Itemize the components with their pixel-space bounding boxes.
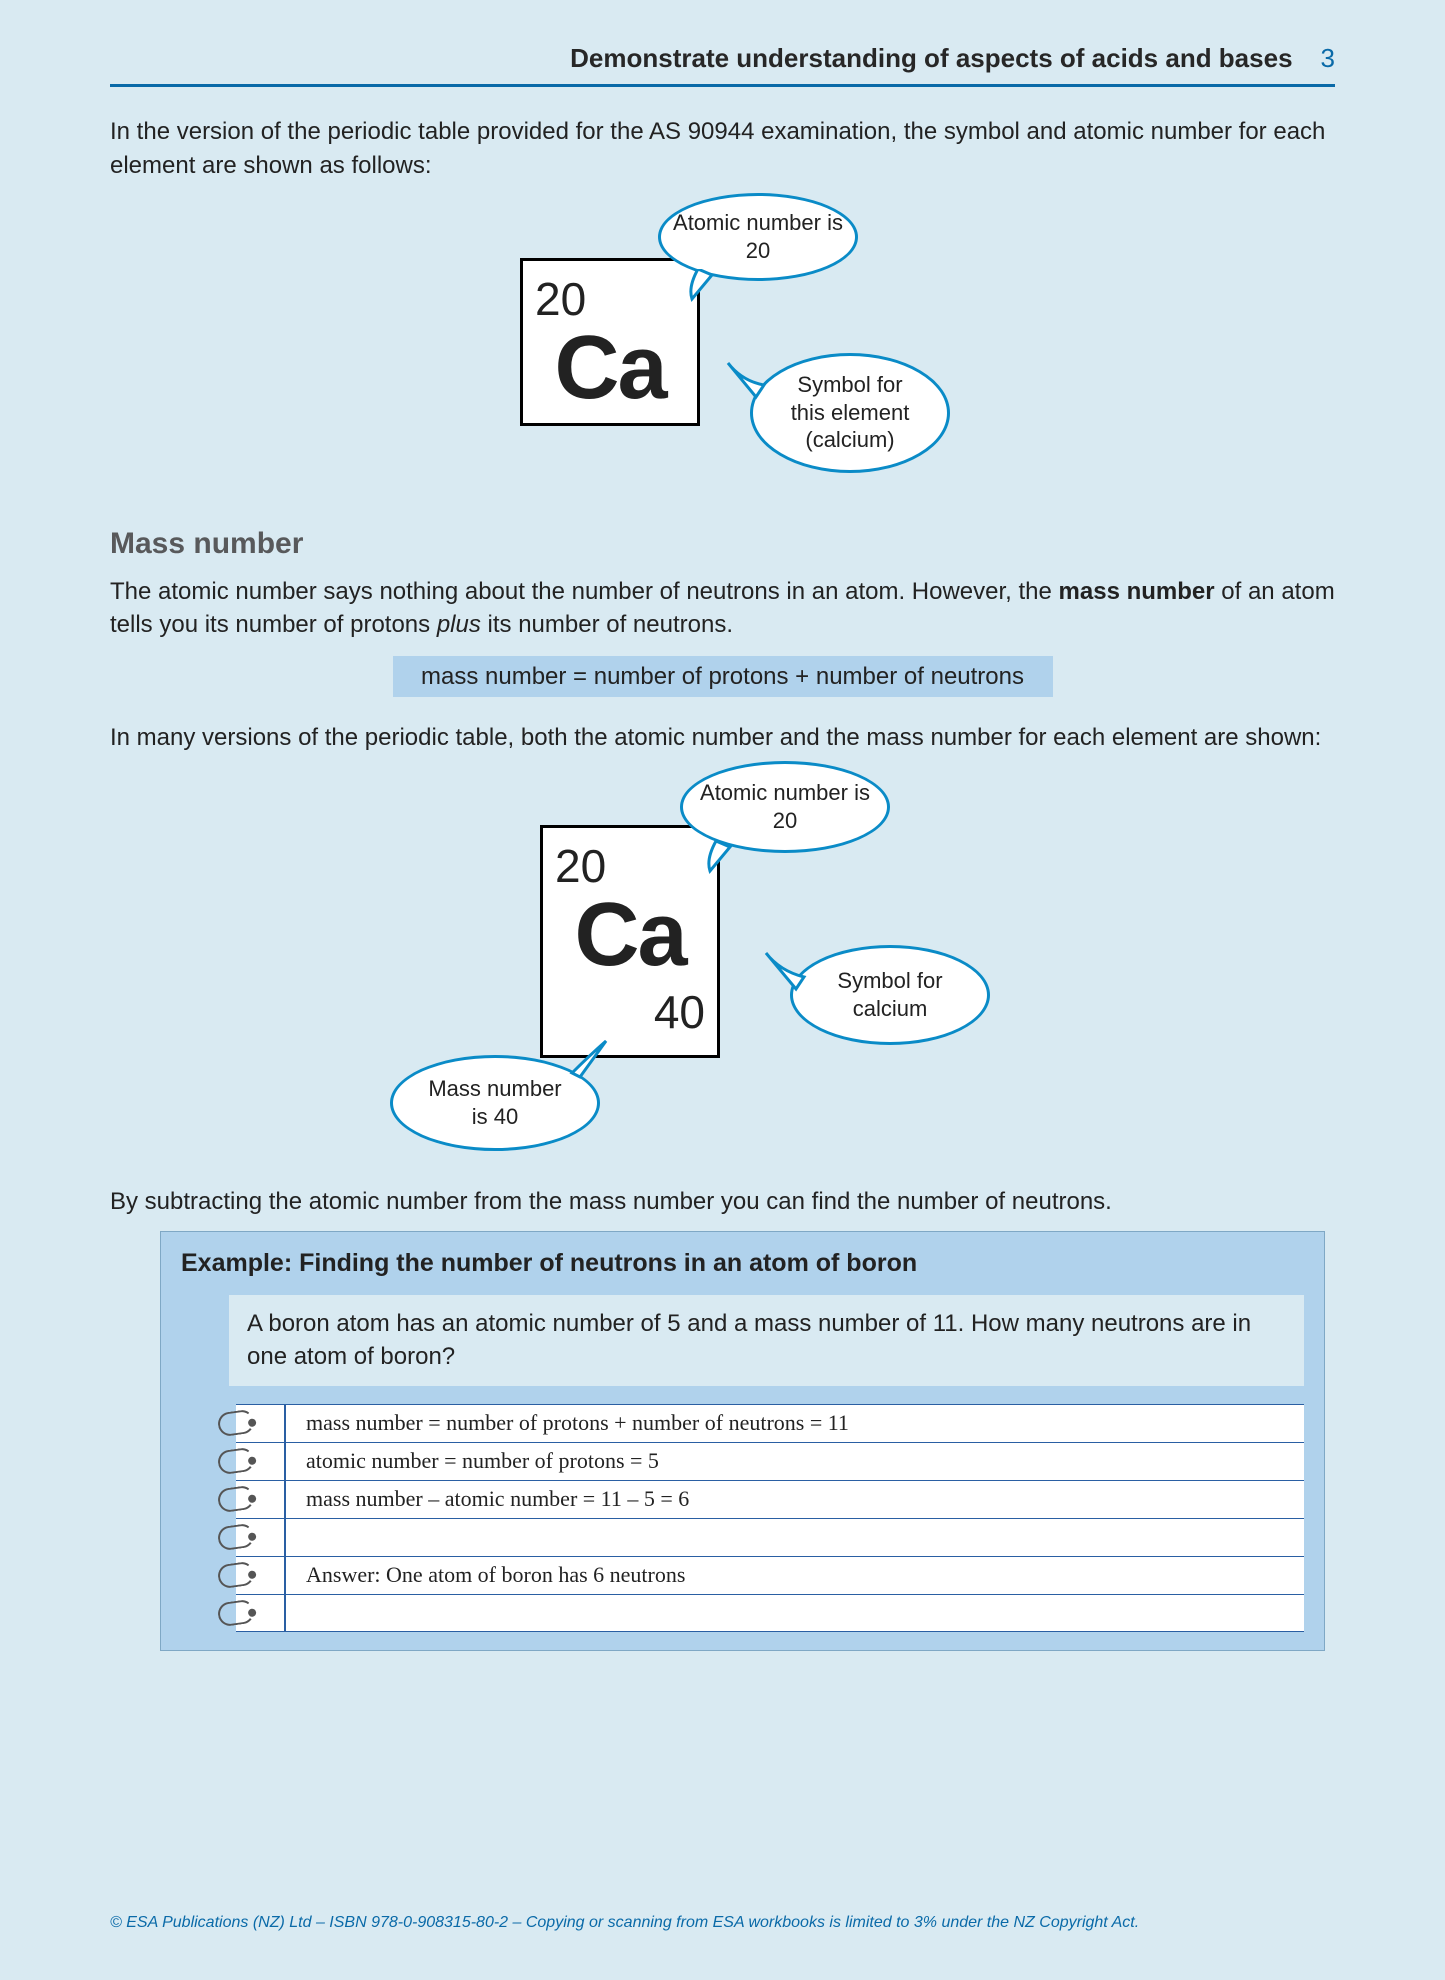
notebook-answer: mass number = number of protons + number… bbox=[236, 1404, 1304, 1632]
callout-line: Mass number bbox=[428, 1076, 561, 1101]
example-title: Example: Finding the number of neutrons … bbox=[181, 1246, 1304, 1281]
notebook-line: Answer: One atom of boron has 6 neutrons bbox=[236, 1556, 1304, 1594]
callout-tail-icon bbox=[762, 949, 808, 995]
text-run: its number of neutrons. bbox=[481, 611, 733, 638]
callout-text: Atomic number is 20 bbox=[671, 209, 845, 264]
callout-tail-icon bbox=[566, 1035, 612, 1081]
element-tile-diagram-1: 20 Ca Atomic number is 20 Symbol for thi… bbox=[110, 193, 1335, 503]
element-tile: 20 Ca 40 bbox=[540, 825, 720, 1058]
spiral-binding-icon bbox=[217, 1560, 256, 1589]
notebook-line: mass number = number of protons + number… bbox=[236, 1404, 1304, 1442]
bold-text: mass number bbox=[1059, 578, 1215, 605]
callout-text: Mass number is 40 bbox=[428, 1075, 561, 1130]
callout-line: Symbol for bbox=[837, 968, 942, 993]
text-run: The atomic number says nothing about the… bbox=[110, 578, 1059, 605]
callout-tail-icon bbox=[688, 269, 728, 309]
spiral-binding-icon bbox=[217, 1408, 256, 1437]
callout-text: Symbol for this element (calcium) bbox=[791, 371, 910, 454]
callout-line: this element bbox=[791, 400, 910, 425]
callout-text: Atomic number is 20 bbox=[693, 779, 877, 834]
spiral-binding-icon bbox=[217, 1484, 256, 1513]
notebook-text: Answer: One atom of boron has 6 neutrons bbox=[306, 1560, 685, 1591]
formula-box: mass number = number of protons + number… bbox=[393, 656, 1053, 698]
notebook-line: mass number – atomic number = 11 – 5 = 6 bbox=[236, 1480, 1304, 1518]
notebook-line bbox=[236, 1594, 1304, 1632]
callout-element-symbol: Symbol for calcium bbox=[790, 945, 990, 1045]
notebook-text: mass number = number of protons + number… bbox=[306, 1408, 849, 1439]
element-symbol: Ca bbox=[555, 890, 705, 980]
both-numbers-paragraph: In many versions of the periodic table, … bbox=[110, 721, 1335, 755]
subtract-paragraph: By subtracting the atomic number from th… bbox=[110, 1185, 1335, 1219]
callout-text: Symbol for calcium bbox=[837, 967, 942, 1022]
callout-atomic-number: Atomic number is 20 bbox=[658, 193, 858, 281]
notebook-text: mass number – atomic number = 11 – 5 = 6 bbox=[306, 1484, 689, 1515]
example-box: Example: Finding the number of neutrons … bbox=[160, 1231, 1325, 1651]
page-header: Demonstrate understanding of aspects of … bbox=[110, 40, 1335, 87]
notebook-text: atomic number = number of protons = 5 bbox=[306, 1446, 659, 1477]
intro-paragraph: In the version of the periodic table pro… bbox=[110, 115, 1335, 182]
callout-line: (calcium) bbox=[805, 427, 894, 452]
example-question: A boron atom has an atomic number of 5 a… bbox=[229, 1295, 1304, 1386]
callout-line: is 40 bbox=[472, 1104, 518, 1129]
element-symbol: Ca bbox=[535, 323, 685, 413]
section-heading-mass-number: Mass number bbox=[110, 523, 1335, 565]
spiral-binding-icon bbox=[217, 1446, 256, 1475]
callout-line: Symbol for bbox=[797, 372, 902, 397]
header-title: Demonstrate understanding of aspects of … bbox=[570, 40, 1292, 76]
element-tile: 20 Ca bbox=[520, 258, 700, 426]
callout-element-symbol: Symbol for this element (calcium) bbox=[750, 353, 950, 473]
italic-text: plus bbox=[437, 611, 481, 638]
callout-tail-icon bbox=[724, 359, 768, 403]
notebook-line: atomic number = number of protons = 5 bbox=[236, 1442, 1304, 1480]
element-tile-diagram-2: 20 Ca 40 Atomic number is 20 Symbol for … bbox=[110, 765, 1335, 1185]
copyright-footer: © ESA Publications (NZ) Ltd – ISBN 978-0… bbox=[110, 1912, 1139, 1934]
callout-tail-icon bbox=[706, 841, 746, 881]
callout-line: calcium bbox=[853, 996, 928, 1021]
page-number: 3 bbox=[1321, 40, 1335, 76]
spiral-binding-icon bbox=[217, 1522, 256, 1551]
notebook-line bbox=[236, 1518, 1304, 1556]
spiral-binding-icon bbox=[217, 1598, 256, 1627]
callout-atomic-number: Atomic number is 20 bbox=[680, 761, 890, 853]
mass-number-paragraph: The atomic number says nothing about the… bbox=[110, 575, 1335, 642]
